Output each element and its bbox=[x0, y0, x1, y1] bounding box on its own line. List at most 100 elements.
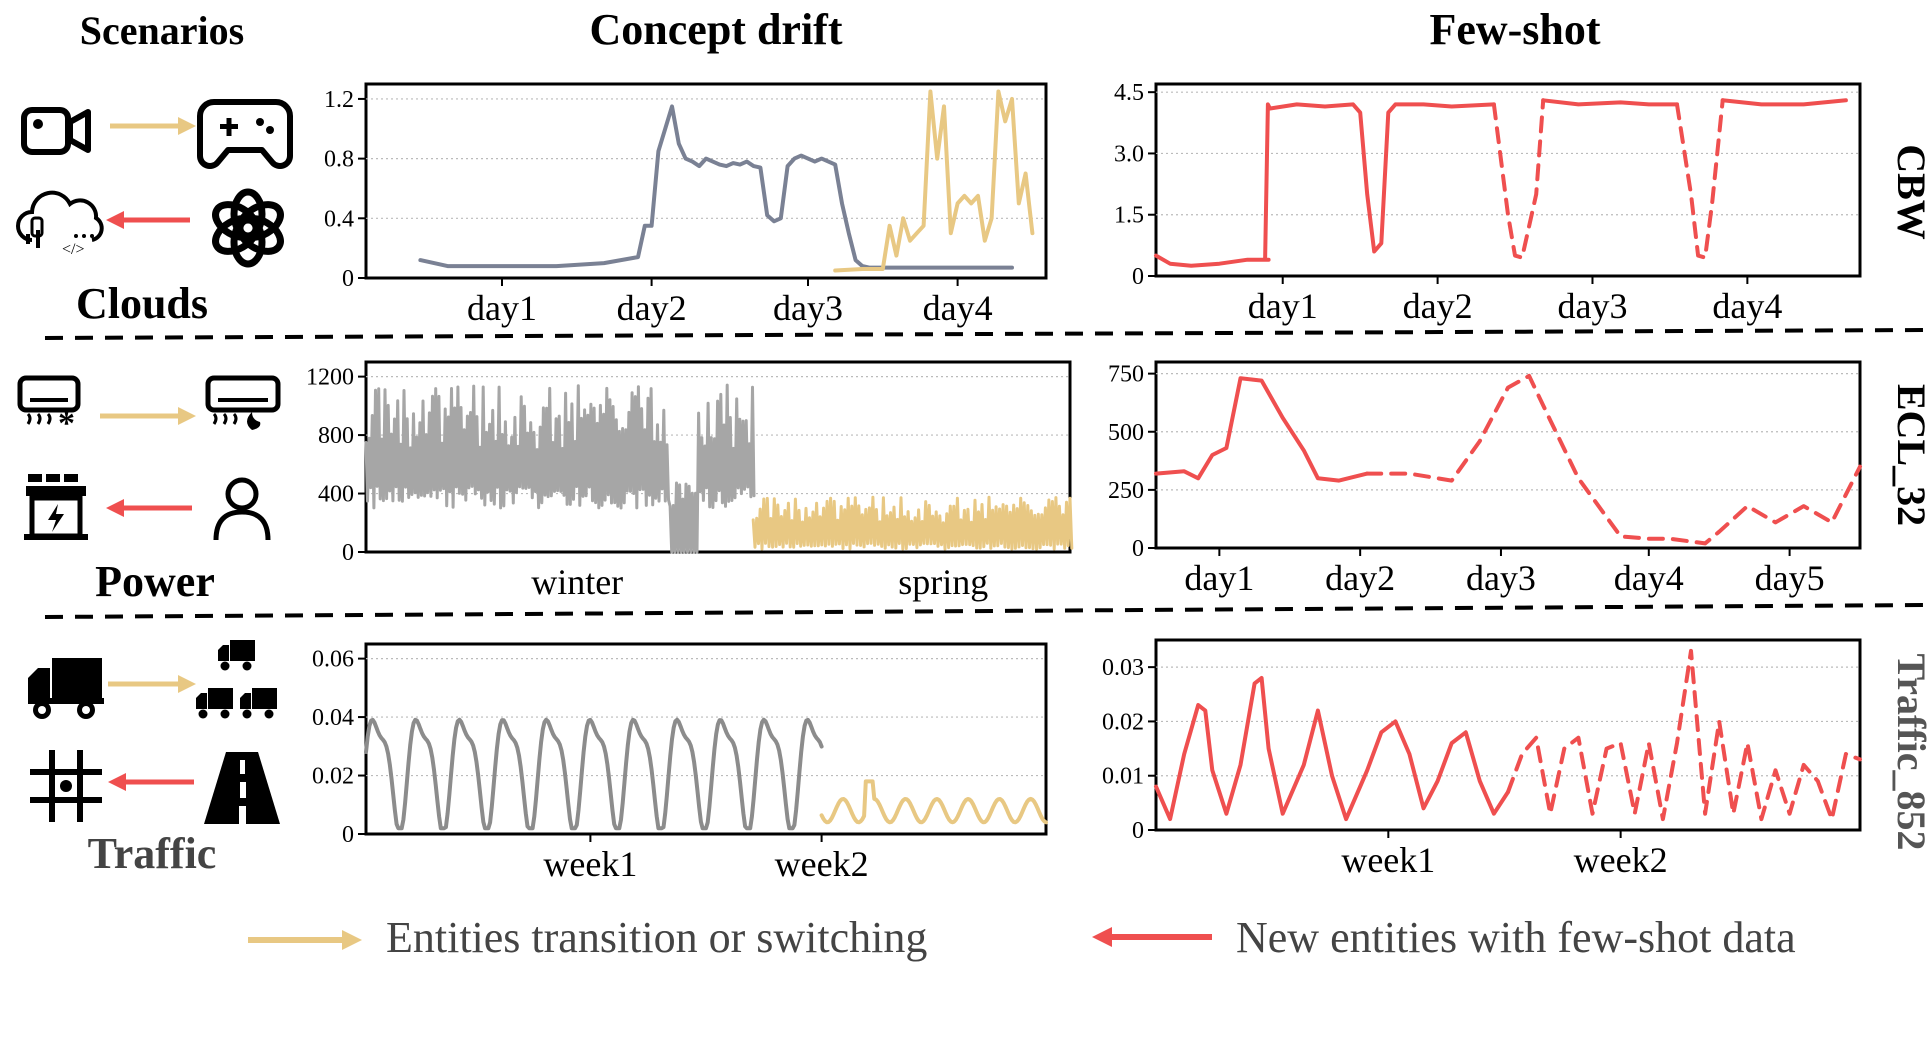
y-tick-label: 0.03 bbox=[1102, 655, 1144, 681]
power-station-icon bbox=[24, 474, 88, 540]
x-tick-label: day1 bbox=[1248, 286, 1318, 326]
plot-frame bbox=[1154, 638, 1862, 832]
header-scenarios: Scenarios bbox=[80, 8, 244, 53]
x-tick-label: day5 bbox=[1755, 558, 1825, 598]
svg-text:</>: </> bbox=[62, 241, 85, 258]
y-tick-label: 0 bbox=[342, 822, 354, 848]
y-tick-label: 0 bbox=[1132, 536, 1144, 562]
series-line bbox=[1154, 376, 1370, 483]
chart-ecl-few-shot: 0 250 500 750 day1 day2 day3 day4 day5 bbox=[1108, 360, 1862, 598]
legend-few-shot-arrow bbox=[1092, 927, 1212, 947]
chart-cbw-few-shot: 0 1.5 3.0 4.5 day1 day2 day3 day4 bbox=[1114, 80, 1862, 326]
grid-location-icon bbox=[30, 750, 102, 822]
legend-transition-label: Entities transition or switching bbox=[386, 913, 927, 962]
series-line bbox=[364, 383, 756, 554]
y-tick-label: 0.02 bbox=[1102, 709, 1144, 735]
header-few-shot: Few-shot bbox=[1429, 5, 1600, 54]
dataset-label-ecl32: ECL_32 bbox=[1889, 384, 1932, 526]
series-line bbox=[819, 779, 1048, 825]
series-line bbox=[1491, 98, 1546, 260]
series-line bbox=[751, 495, 1074, 551]
y-tick-label: 0 bbox=[342, 266, 354, 292]
legend-few-shot-label: New entities with few-shot data bbox=[1236, 913, 1796, 962]
row-label-power: Power bbox=[95, 557, 215, 606]
series-line bbox=[833, 89, 1035, 273]
chart-traffic-concept-drift: 0 0.02 0.04 0.06 week1 week2 bbox=[312, 642, 1048, 884]
legend: Entities transition or switching New ent… bbox=[248, 913, 1796, 962]
chart-cbw-concept-drift: 0 0.4 0.8 1.2 day1 day2 day3 day4 bbox=[324, 82, 1048, 328]
row-label-clouds: Clouds bbox=[76, 279, 208, 328]
svg-text:*: * bbox=[58, 405, 75, 442]
few-shot-arrow bbox=[106, 499, 192, 517]
y-tick-label: 0 bbox=[342, 540, 354, 566]
y-tick-label: 1.2 bbox=[324, 87, 354, 113]
cloud-code-icon: </> bbox=[16, 190, 104, 258]
series-line bbox=[1541, 98, 1679, 107]
series-line bbox=[1154, 676, 1510, 822]
row-separator bbox=[44, 603, 1929, 619]
plot-frame bbox=[364, 82, 1048, 280]
x-tick-label: day3 bbox=[1466, 558, 1536, 598]
x-tick-label: day3 bbox=[1557, 286, 1627, 326]
truck-fleet-icon bbox=[196, 640, 277, 719]
y-tick-label: 0.06 bbox=[312, 647, 354, 673]
y-tick-label: 800 bbox=[318, 423, 354, 449]
x-tick-label: day1 bbox=[467, 288, 537, 328]
video-camera-icon bbox=[21, 107, 91, 155]
row-separator bbox=[44, 328, 1929, 340]
series-line bbox=[364, 717, 824, 831]
transition-arrow bbox=[108, 675, 196, 693]
air-conditioner-heat-icon bbox=[205, 375, 281, 430]
series-line bbox=[1506, 648, 1862, 822]
x-tick-label: week1 bbox=[543, 844, 637, 884]
few-shot-arrow bbox=[106, 211, 190, 229]
x-tick-label: week2 bbox=[1574, 840, 1668, 880]
y-tick-label: 0.8 bbox=[324, 147, 354, 173]
y-tick-label: 500 bbox=[1108, 420, 1144, 446]
x-tick-label: week1 bbox=[1341, 840, 1435, 880]
x-tick-label: day4 bbox=[1614, 558, 1684, 598]
series-line bbox=[1720, 98, 1848, 107]
person-icon bbox=[213, 477, 271, 541]
plot-frame bbox=[1154, 82, 1862, 278]
y-tick-label: 400 bbox=[318, 482, 354, 508]
openai-logo-icon bbox=[212, 188, 284, 268]
truck-icon bbox=[28, 658, 104, 719]
dataset-label-traffic852: Traffic_852 bbox=[1889, 654, 1932, 851]
y-tick-label: 3.0 bbox=[1114, 141, 1144, 167]
plot-frame bbox=[1154, 360, 1862, 550]
transition-arrow bbox=[100, 407, 196, 425]
y-tick-label: 0.01 bbox=[1102, 764, 1144, 790]
y-tick-label: 0 bbox=[1132, 264, 1144, 290]
header-concept-drift: Concept drift bbox=[590, 5, 843, 54]
x-tick-label: day3 bbox=[773, 288, 843, 328]
x-tick-label: day4 bbox=[1712, 286, 1782, 326]
chart-ecl-concept-drift: 0 400 800 1200 winter spring bbox=[306, 360, 1074, 602]
y-tick-label: 1200 bbox=[306, 365, 354, 391]
air-conditioner-cool-icon: * bbox=[17, 375, 81, 442]
x-tick-label: day2 bbox=[1325, 558, 1395, 598]
y-tick-label: 0.02 bbox=[312, 764, 354, 790]
y-tick-label: 1.5 bbox=[1114, 203, 1144, 229]
chart-traffic-few-shot: 0 0.01 0.02 0.03 week1 week2 bbox=[1102, 638, 1862, 880]
row-label-traffic: Traffic bbox=[88, 829, 217, 878]
y-tick-label: 0.4 bbox=[324, 206, 354, 232]
y-tick-label: 750 bbox=[1108, 362, 1144, 388]
legend-transition-arrow bbox=[248, 930, 362, 950]
x-tick-label: day4 bbox=[923, 288, 993, 328]
series-line bbox=[1675, 98, 1725, 260]
x-axis-label: winter bbox=[531, 562, 623, 602]
x-tick-label: day2 bbox=[617, 288, 687, 328]
x-tick-label: day1 bbox=[1184, 558, 1254, 598]
transition-arrow bbox=[110, 117, 196, 135]
y-tick-label: 4.5 bbox=[1114, 80, 1144, 106]
y-tick-label: 250 bbox=[1108, 478, 1144, 504]
few-shot-arrow bbox=[108, 773, 194, 791]
x-axis-label: spring bbox=[898, 562, 988, 602]
series-line bbox=[1365, 373, 1862, 546]
series-line bbox=[418, 104, 1014, 270]
x-tick-label: day2 bbox=[1403, 286, 1473, 326]
series-line bbox=[1154, 102, 1496, 268]
dataset-label-cbw: CBW bbox=[1889, 144, 1932, 240]
